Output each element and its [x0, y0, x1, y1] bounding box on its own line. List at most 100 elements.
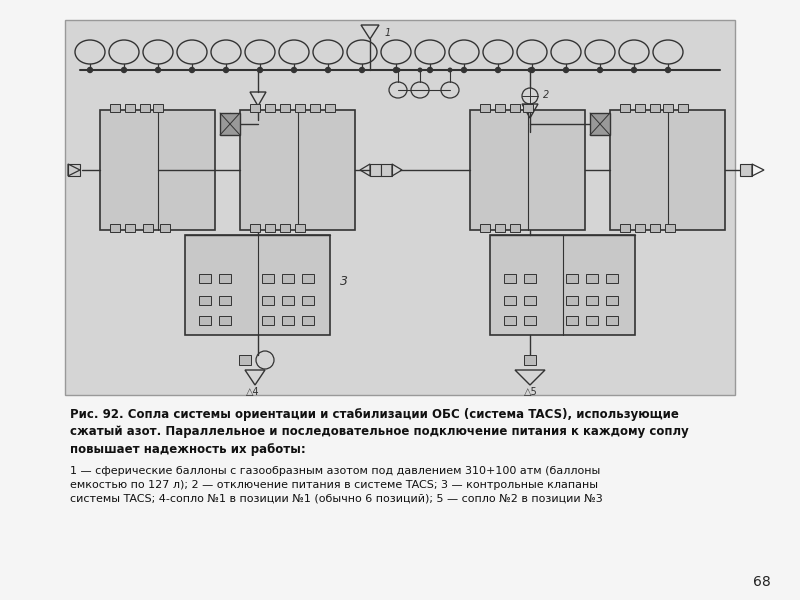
Bar	[125, 104, 135, 112]
Bar	[504, 295, 516, 304]
Bar	[220, 113, 240, 135]
Bar	[219, 316, 231, 325]
Bar	[620, 104, 630, 112]
Bar	[280, 224, 290, 232]
Bar	[295, 224, 305, 232]
Bar	[199, 274, 211, 283]
Text: Рис. 92. Сопла системы ориентации и стабилизации ОБС (система TACS), использующи: Рис. 92. Сопла системы ориентации и стаб…	[70, 408, 689, 456]
Bar	[470, 110, 585, 230]
Bar	[280, 104, 290, 112]
Bar	[240, 110, 355, 230]
Bar	[665, 224, 675, 232]
Circle shape	[530, 67, 534, 73]
Bar	[606, 316, 618, 325]
Bar	[282, 316, 294, 325]
Bar	[143, 224, 153, 232]
Bar	[250, 104, 260, 112]
Bar	[100, 110, 215, 230]
Bar	[650, 224, 660, 232]
Circle shape	[563, 67, 569, 73]
Text: 68: 68	[753, 575, 771, 589]
Bar	[495, 224, 505, 232]
Circle shape	[462, 67, 466, 73]
Bar	[524, 316, 536, 325]
Bar	[566, 316, 578, 325]
Circle shape	[418, 67, 422, 73]
Bar	[566, 274, 578, 283]
Circle shape	[291, 67, 297, 73]
Circle shape	[427, 67, 433, 73]
Bar	[302, 316, 314, 325]
Bar	[219, 274, 231, 283]
Bar	[678, 104, 688, 112]
Bar	[504, 274, 516, 283]
Bar	[590, 113, 610, 135]
Bar	[663, 104, 673, 112]
Bar	[620, 224, 630, 232]
Bar	[650, 104, 660, 112]
Bar	[265, 104, 275, 112]
Bar	[480, 224, 490, 232]
Bar	[262, 274, 274, 283]
Bar	[302, 295, 314, 304]
Bar	[262, 295, 274, 304]
Bar	[250, 224, 260, 232]
Bar	[282, 274, 294, 283]
Bar	[523, 104, 533, 112]
Text: 2: 2	[543, 90, 550, 100]
Bar	[282, 295, 294, 304]
Bar	[606, 295, 618, 304]
Bar	[524, 355, 536, 365]
Bar	[606, 274, 618, 283]
Text: △5: △5	[524, 387, 538, 397]
Bar	[65, 20, 735, 395]
Circle shape	[598, 67, 602, 73]
Bar	[504, 316, 516, 325]
Circle shape	[527, 67, 533, 73]
Circle shape	[190, 67, 194, 73]
Bar	[566, 295, 578, 304]
Bar	[110, 104, 120, 112]
Bar	[325, 104, 335, 112]
Circle shape	[122, 67, 126, 73]
Bar	[125, 224, 135, 232]
Circle shape	[258, 67, 262, 73]
Bar	[480, 104, 490, 112]
Text: △4: △4	[246, 387, 260, 397]
Bar	[310, 104, 320, 112]
Bar	[635, 104, 645, 112]
Bar	[199, 316, 211, 325]
Bar	[185, 235, 330, 335]
Text: 3: 3	[340, 275, 348, 288]
Bar	[239, 355, 251, 365]
Bar	[265, 224, 275, 232]
Bar	[510, 224, 520, 232]
Bar	[586, 316, 598, 325]
Bar	[635, 224, 645, 232]
Bar	[610, 110, 725, 230]
Bar	[381, 164, 392, 176]
Bar	[370, 164, 381, 176]
Circle shape	[87, 67, 93, 73]
Text: 1: 1	[385, 28, 391, 38]
Circle shape	[359, 67, 365, 73]
Bar	[262, 316, 274, 325]
Bar	[219, 295, 231, 304]
Bar	[495, 104, 505, 112]
Bar	[490, 235, 635, 335]
Bar	[524, 274, 536, 283]
Circle shape	[395, 67, 401, 73]
Circle shape	[155, 67, 161, 73]
Bar	[510, 104, 520, 112]
Bar	[302, 274, 314, 283]
Circle shape	[223, 67, 229, 73]
Bar	[740, 164, 752, 176]
Bar	[524, 295, 536, 304]
Text: 1 — сферические баллоны с газообразным азотом под давлением 310+100 атм (баллоны: 1 — сферические баллоны с газообразным а…	[70, 466, 602, 503]
Circle shape	[631, 67, 637, 73]
Bar	[110, 224, 120, 232]
Circle shape	[447, 67, 453, 73]
Bar	[153, 104, 163, 112]
Bar	[68, 164, 80, 176]
Bar	[586, 295, 598, 304]
